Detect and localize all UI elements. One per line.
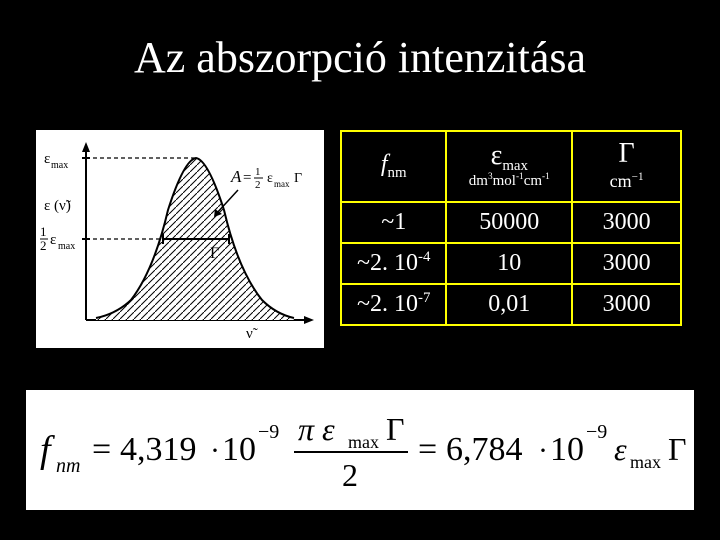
- cell-gamma: 3000: [572, 284, 681, 325]
- svg-text:2: 2: [40, 238, 47, 253]
- table-row: ~1 50000 3000: [341, 202, 681, 243]
- svg-text:=: =: [243, 170, 251, 186]
- svg-text:6,784: 6,784: [446, 431, 523, 468]
- svg-text:2: 2: [342, 457, 358, 493]
- col1-header-f: f: [381, 151, 388, 177]
- svg-text:4,319: 4,319: [120, 431, 197, 468]
- svg-text:=: =: [418, 431, 437, 468]
- table-row: ~2. 10-4 10 3000: [341, 243, 681, 284]
- svg-text:10: 10: [550, 431, 584, 468]
- svg-text:max: max: [348, 432, 379, 452]
- cell-gamma: 3000: [572, 243, 681, 284]
- absorption-table: fnm εmax dm3mol-1cm-1 Γ cm−1 ~1 50000 30…: [340, 130, 682, 326]
- svg-text:1: 1: [40, 224, 47, 239]
- svg-text:max: max: [58, 241, 75, 252]
- svg-text:=: =: [92, 431, 111, 468]
- svg-text:·: ·: [538, 434, 548, 467]
- cell-fnm: ~2. 10-7: [341, 284, 446, 325]
- cell-eps: 0,01: [446, 284, 572, 325]
- table-row: ~2. 10-7 0,01 3000: [341, 284, 681, 325]
- svg-text:max: max: [274, 179, 290, 189]
- svg-text:ε: ε: [50, 232, 56, 248]
- svg-text:nm: nm: [56, 455, 80, 477]
- col2-units: dm3mol-1cm-1: [449, 174, 569, 190]
- svg-text:Γ: Γ: [386, 411, 405, 447]
- svg-text:max: max: [630, 452, 661, 472]
- svg-text:−9: −9: [258, 421, 279, 443]
- svg-text:·: ·: [210, 434, 220, 467]
- svg-text:10: 10: [222, 431, 256, 468]
- svg-text:A: A: [230, 167, 242, 186]
- cell-fnm: ~1: [341, 202, 446, 243]
- svg-text:ε: ε: [614, 431, 627, 467]
- cell-gamma: 3000: [572, 202, 681, 243]
- svg-text:max: max: [51, 160, 68, 171]
- svg-text:1: 1: [255, 166, 261, 178]
- svg-text:ε: ε: [44, 151, 50, 167]
- svg-text:2: 2: [255, 179, 261, 191]
- cell-fnm: ~2. 10-4: [341, 243, 446, 284]
- svg-text:Γ: Γ: [668, 431, 687, 467]
- svg-text:π ε: π ε: [298, 411, 335, 447]
- col2-header-eps: ε: [491, 140, 503, 171]
- col3-header-gamma: Γ: [619, 138, 635, 169]
- svg-text:Γ: Γ: [294, 171, 302, 186]
- svg-text:ε (ν̃): ε (ν̃): [44, 198, 71, 214]
- svg-text:ε: ε: [267, 171, 273, 186]
- col3-units: cm−1: [575, 172, 678, 191]
- slide-title: Az abszorpció intenzitása: [0, 32, 720, 83]
- oscillator-strength-formula: f nm = 4,319 · 10 −9 π ε max Γ 2 = 6,784…: [26, 390, 694, 510]
- cell-eps: 50000: [446, 202, 572, 243]
- cell-eps: 10: [446, 243, 572, 284]
- col1-header-sub: nm: [388, 165, 407, 181]
- svg-text:Γ: Γ: [210, 245, 219, 262]
- svg-text:−9: −9: [586, 421, 607, 443]
- absorption-curve-graph: Γ ε max 1 2 ε max ε (ν̃) ν̃ A = 1 2 ε ma…: [36, 130, 324, 348]
